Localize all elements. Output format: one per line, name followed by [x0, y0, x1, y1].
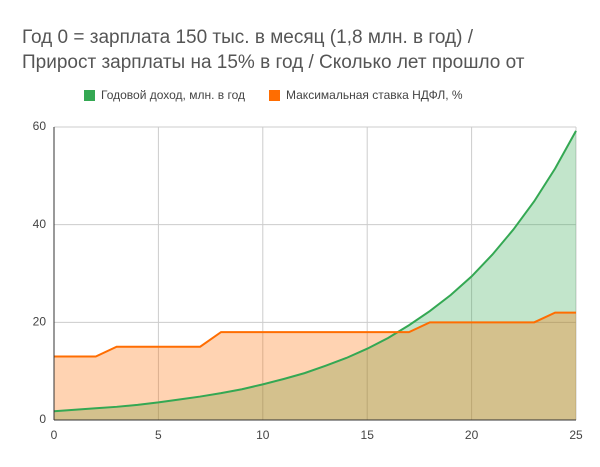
x-tick-label: 0	[51, 428, 58, 442]
area-fill	[54, 130, 576, 420]
chart-title: Год 0 = зарплата 150 тыс. в месяц (1,8 м…	[22, 27, 474, 48]
legend-label: Максимальная ставка НДФЛ, %	[286, 88, 463, 102]
y-tick-label: 20	[33, 315, 47, 329]
x-tick-label: 10	[256, 428, 270, 442]
y-tick-label: 40	[33, 217, 47, 231]
legend-label: Годовой доход, млн. в год	[101, 88, 245, 102]
y-tick-label: 60	[33, 119, 47, 133]
y-tick-label: 0	[39, 412, 46, 426]
area-line	[54, 311, 576, 358]
x-tick-label: 20	[465, 428, 479, 442]
area-line	[53, 130, 577, 413]
legend-swatch	[269, 90, 280, 101]
x-tick-label: 5	[155, 428, 162, 442]
legend-swatch	[84, 90, 95, 101]
area-fill	[54, 312, 576, 420]
x-tick-label: 15	[361, 428, 375, 442]
x-tick-label: 25	[569, 428, 583, 442]
chart-title: Прирост зарплаты на 15% в год / Сколько …	[22, 52, 525, 73]
